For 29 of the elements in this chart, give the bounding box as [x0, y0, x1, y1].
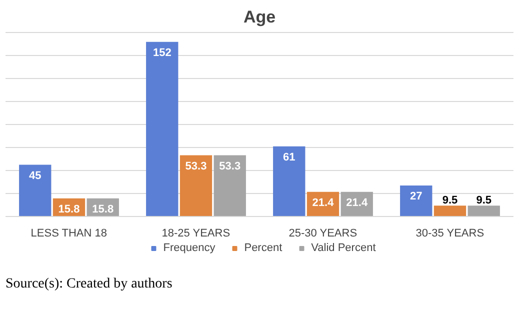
data-label: 15.8: [58, 203, 80, 216]
x-tick-label: 18-25 YEARS: [162, 228, 230, 240]
legend-label: Valid Percent: [311, 242, 376, 254]
legend-label: Frequency: [163, 242, 216, 254]
x-tick-label: 30-35 YEARS: [416, 228, 484, 240]
data-label: 61: [283, 151, 296, 164]
data-label: 21.4: [312, 196, 335, 209]
x-tick-label: 25-30 YEARS: [288, 228, 358, 240]
bar: [19, 164, 52, 216]
bar: [214, 155, 246, 216]
data-label: 27: [410, 190, 422, 202]
bar: [468, 206, 500, 216]
bar: [273, 146, 306, 216]
bar: [180, 155, 212, 216]
data-label: 53.3: [185, 160, 207, 172]
bar: [146, 42, 178, 216]
data-label: 9.5: [476, 194, 492, 207]
data-label: 45: [29, 170, 42, 182]
bar: [434, 206, 466, 216]
source-note: Source(s): Created by authors: [6, 276, 172, 292]
chart-title: Age: [243, 8, 276, 26]
x-tick-label: LESS THAN 18: [30, 228, 108, 240]
data-label: 21.4: [346, 196, 368, 209]
data-label: 152: [152, 46, 172, 59]
data-label: 15.8: [92, 203, 114, 216]
bar: [400, 185, 432, 216]
data-label: 9.5: [442, 194, 458, 207]
legend-label: Percent: [244, 242, 282, 254]
data-label: 53.3: [219, 160, 241, 172]
